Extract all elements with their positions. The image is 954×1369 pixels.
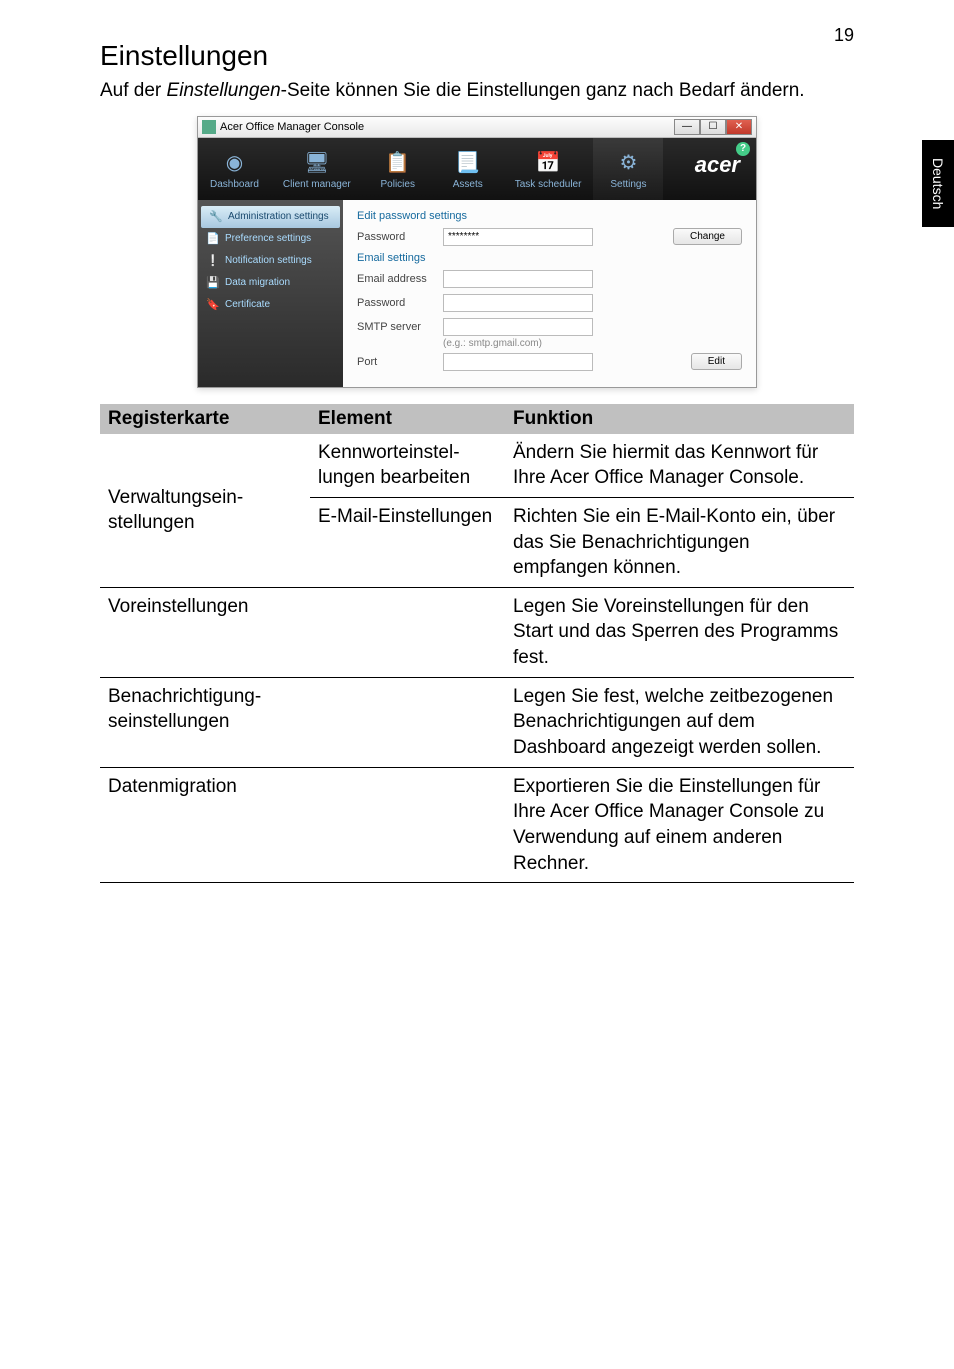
cell-function: Legen Sie Voreinstellungen für den Start… [505,587,854,677]
nav-label: Dashboard [210,179,259,190]
table-row: Voreinstellungen Legen Sie Voreinstellun… [100,587,854,677]
wrench-icon: 🔧 [209,210,223,224]
nav-task-scheduler[interactable]: 📅 Task scheduler [503,138,594,200]
navbar: ◉ Dashboard 🖥 Client manager 📋 Policies … [198,138,756,200]
edit-button[interactable]: Edit [691,353,742,370]
table-row: Verwaltungsein-stellungen Kennworteinste… [100,434,854,498]
cell-tab: Benachrichtigung-seinstellungen [100,677,310,767]
table-row: Benachrichtigung-seinstellungen Legen Si… [100,677,854,767]
port-label: Port [357,356,435,368]
certificate-icon: 🔖 [206,298,220,312]
close-button[interactable]: ✕ [726,119,752,135]
sidebar-item-certificate[interactable]: 🔖 Certificate [198,294,343,316]
nav-assets[interactable]: 📃 Assets [433,138,503,200]
monitor-icon: 🖥 [304,150,330,176]
sidebar-item-label: Administration settings [228,211,329,222]
gear-icon: ⚙ [615,150,641,176]
minimize-button[interactable]: — [674,119,700,135]
sidebar-item-data-migration[interactable]: 💾 Data migration [198,272,343,294]
settings-doc-table: Registerkarte Element Funktion Verwaltun… [100,404,854,884]
sidebar-item-label: Notification settings [225,255,312,266]
smtp-hint: (e.g.: smtp.gmail.com) [443,338,742,349]
app-screenshot: Acer Office Manager Console — ☐ ✕ ◉ Dash… [197,116,757,388]
assets-icon: 📃 [455,150,481,176]
section-title-password: Edit password settings [357,210,742,222]
settings-panel: Edit password settings Password Change E… [343,200,756,387]
email-input[interactable] [443,270,593,288]
nav-label: Settings [610,179,646,190]
cell-function: Richten Sie ein E-Mail-Konto ein, über d… [505,497,854,587]
window-title: Acer Office Manager Console [220,121,364,133]
nav-label: Client manager [283,179,351,190]
policies-icon: 📋 [385,150,411,176]
nav-client-manager[interactable]: 🖥 Client manager [271,138,363,200]
nav-policies[interactable]: 📋 Policies [363,138,433,200]
email-label: Email address [357,273,435,285]
password-input[interactable] [443,228,593,246]
smtp-label: SMTP server [357,321,435,333]
cell-element [310,677,505,767]
sidebar-item-preference[interactable]: 📄 Preference settings [198,228,343,250]
help-icon[interactable]: ? [736,142,750,156]
sidebar-item-label: Certificate [225,299,270,310]
cell-element [310,767,505,883]
settings-sidebar: 🔧 Administration settings 📄 Preference s… [198,200,343,387]
page-number: 19 [834,25,854,46]
email-password-input[interactable] [443,294,593,312]
port-input[interactable] [443,353,593,371]
cell-element [310,587,505,677]
password-label: Password [357,231,435,243]
intro-paragraph: Auf der Einstellungen-Seite können Sie d… [100,78,854,104]
cell-function: Ändern Sie hiermit das Kennwort für Ihre… [505,434,854,498]
cell-tab: Voreinstellungen [100,587,310,677]
password2-label: Password [357,297,435,309]
nav-settings[interactable]: ⚙ Settings [593,138,663,200]
sidebar-item-administration[interactable]: 🔧 Administration settings [201,206,340,228]
header-registerkarte: Registerkarte [100,404,310,434]
calendar-icon: 📅 [535,150,561,176]
nav-label: Task scheduler [515,179,582,190]
language-side-tab: Deutsch [922,140,954,227]
table-row: Datenmigration Exportieren Sie die Einst… [100,767,854,883]
header-funktion: Funktion [505,404,854,434]
disk-icon: 💾 [206,276,220,290]
header-element: Element [310,404,505,434]
change-button[interactable]: Change [673,228,742,245]
section-title-email: Email settings [357,252,742,264]
cell-tab: Verwaltungsein-stellungen [100,434,310,588]
page-heading: Einstellungen [100,40,854,72]
cell-function: Exportieren Sie die Einstellungen für Ih… [505,767,854,883]
cell-tab: Datenmigration [100,767,310,883]
app-icon [202,120,216,134]
cell-element: Kennworteinstel-lungen bearbeiten [310,434,505,498]
cell-element: E-Mail-Einstellungen [310,497,505,587]
page-icon: 📄 [206,232,220,246]
sidebar-item-notification[interactable]: ❕ Notification settings [198,250,343,272]
smtp-input[interactable] [443,318,593,336]
nav-label: Policies [381,179,415,190]
maximize-button[interactable]: ☐ [700,119,726,135]
window-titlebar: Acer Office Manager Console — ☐ ✕ [198,117,756,138]
dashboard-icon: ◉ [221,150,247,176]
nav-dashboard[interactable]: ◉ Dashboard [198,138,271,200]
cell-function: Legen Sie fest, welche zeitbezogenen Ben… [505,677,854,767]
sidebar-item-label: Preference settings [225,233,311,244]
nav-label: Assets [453,179,483,190]
sidebar-item-label: Data migration [225,277,290,288]
notification-icon: ❕ [206,254,220,268]
